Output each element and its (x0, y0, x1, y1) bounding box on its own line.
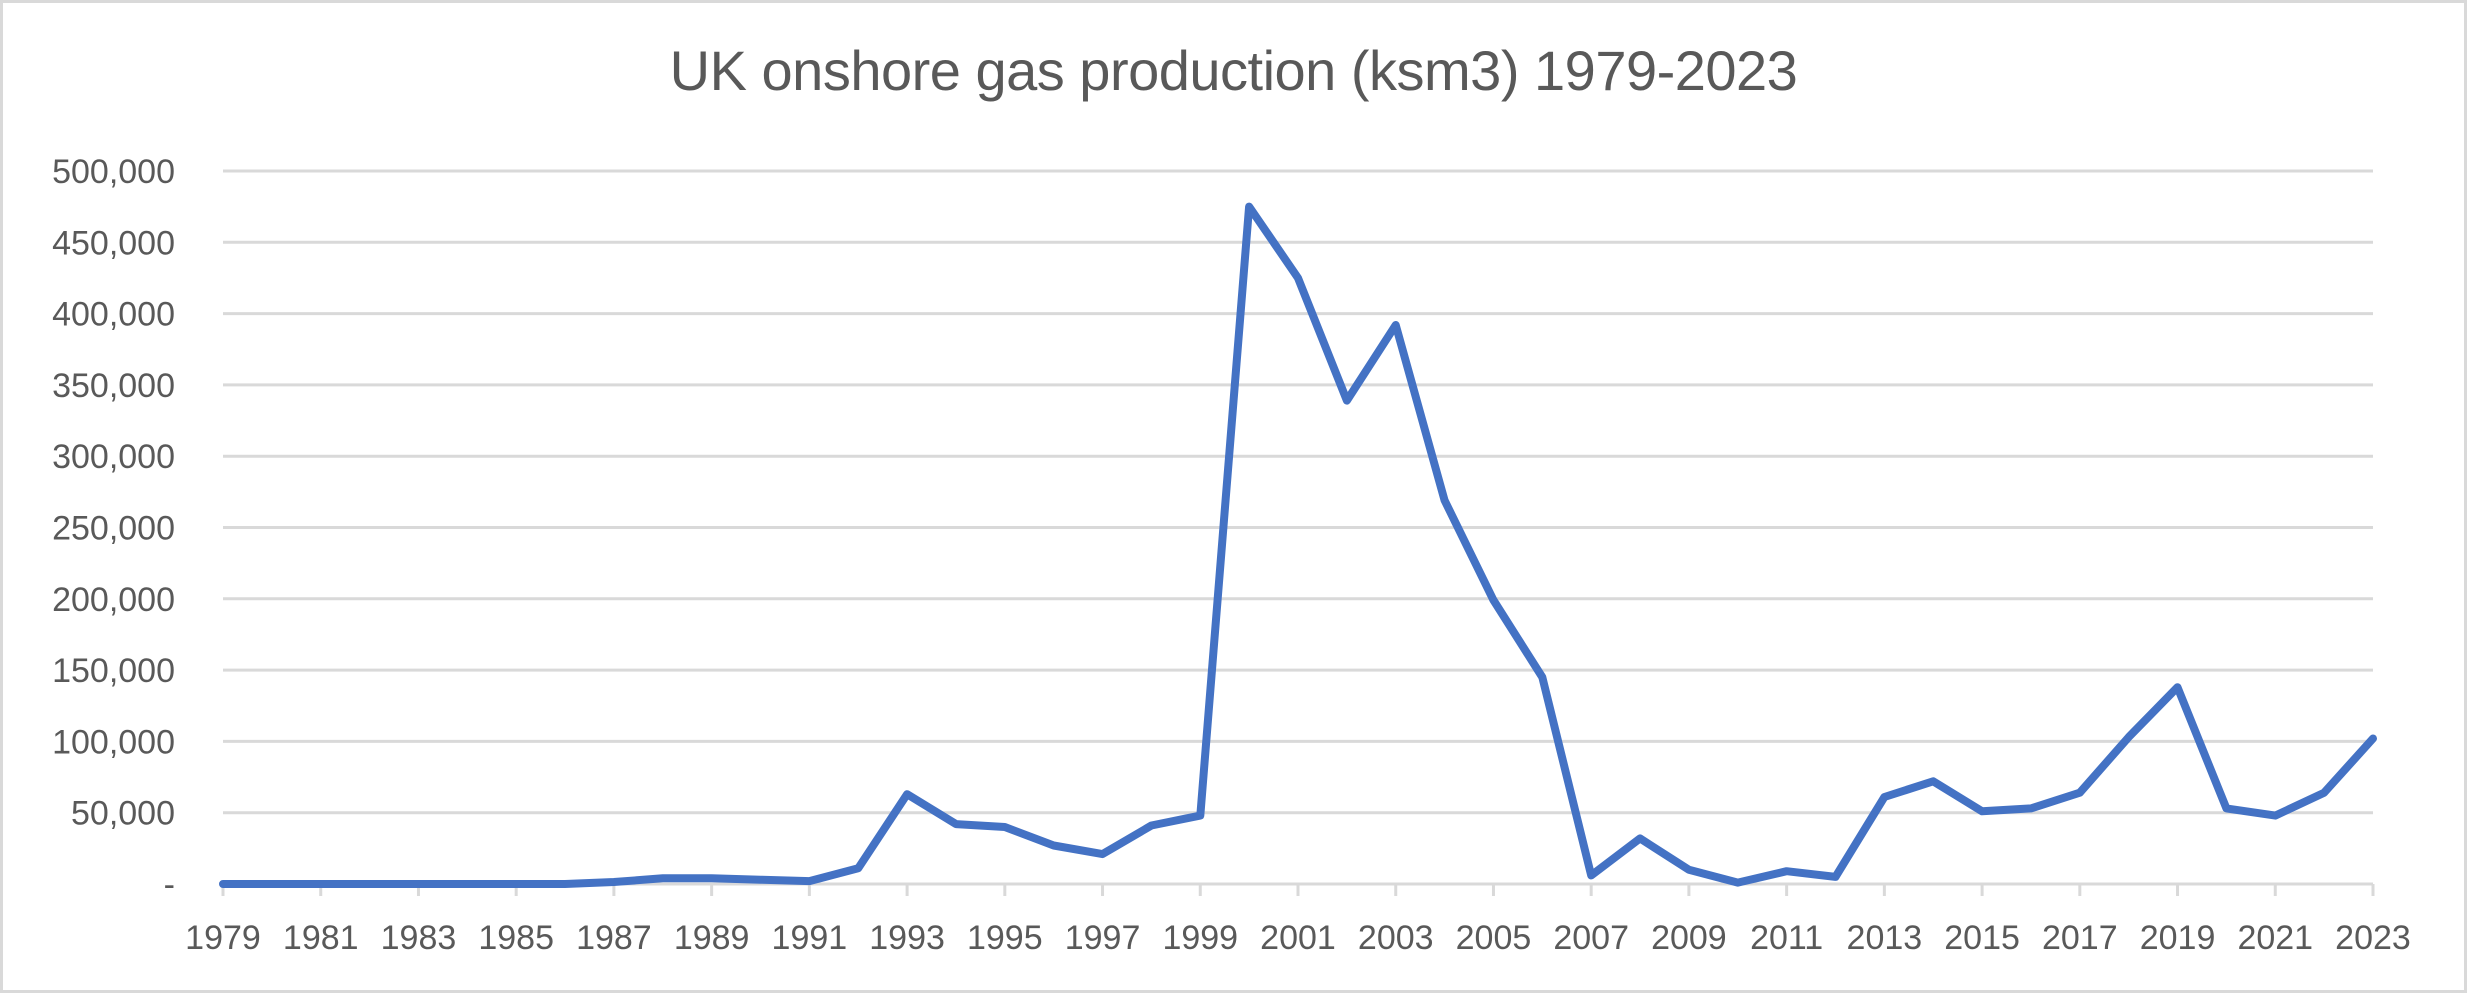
gridlines (223, 169, 2373, 886)
x-tick-label: 2009 (1651, 919, 1727, 957)
y-tick-label: 100,000 (52, 723, 175, 761)
x-tick-label: 1979 (185, 919, 261, 957)
x-tick-label: 2015 (1944, 919, 2020, 957)
series-line (219, 202, 2377, 888)
x-tick-label: 2013 (1847, 919, 1923, 957)
x-tick-label: 1997 (1065, 919, 1141, 957)
x-tick-label: 2021 (2237, 919, 2313, 957)
x-tick-label: 2007 (1553, 919, 1629, 957)
data-series (219, 202, 2377, 888)
y-tick-label: 200,000 (52, 581, 175, 619)
chart-title: UK onshore gas production (ksm3) 1979-20… (669, 39, 1798, 102)
x-tick-label: 1987 (576, 919, 652, 957)
x-tick-label: 1983 (381, 919, 457, 957)
y-tick-label: 150,000 (52, 652, 175, 690)
y-tick-label: 250,000 (52, 510, 175, 548)
y-tick-label: - (164, 866, 175, 904)
x-tick-label: 1995 (967, 919, 1043, 957)
y-tick-label: 450,000 (52, 224, 175, 262)
x-tick-label: 1999 (1162, 919, 1238, 957)
x-tick-label: 2011 (1750, 919, 1823, 957)
x-tick-label: 1985 (478, 919, 554, 957)
y-axis-labels: - 50,000 100,000 150,000 200,000 250,000 300,0… (52, 153, 175, 904)
y-tick-label: 300,000 (52, 438, 175, 476)
x-tick-label: 2023 (2335, 919, 2411, 957)
y-tick-label: 400,000 (52, 296, 175, 334)
x-tick-label: 2003 (1358, 919, 1434, 957)
y-tick-label: 350,000 (52, 367, 175, 405)
x-tick-label: 1981 (283, 919, 359, 957)
x-tick-label: 1989 (674, 919, 750, 957)
x-tick-label: 2017 (2042, 919, 2118, 957)
y-tick-label: 50,000 (71, 795, 175, 833)
x-tick-label: 2001 (1260, 919, 1336, 957)
x-tick-label: 1993 (869, 919, 945, 957)
x-axis: 1979 1981 1983 1985 1987 1989 1991 1993 1995 1997… (185, 882, 2411, 957)
x-tick-label: 2019 (2140, 919, 2216, 957)
x-tick-label: 1991 (772, 919, 848, 957)
y-tick-label: 500,000 (52, 153, 175, 191)
x-tick-label: 2005 (1456, 919, 1532, 957)
